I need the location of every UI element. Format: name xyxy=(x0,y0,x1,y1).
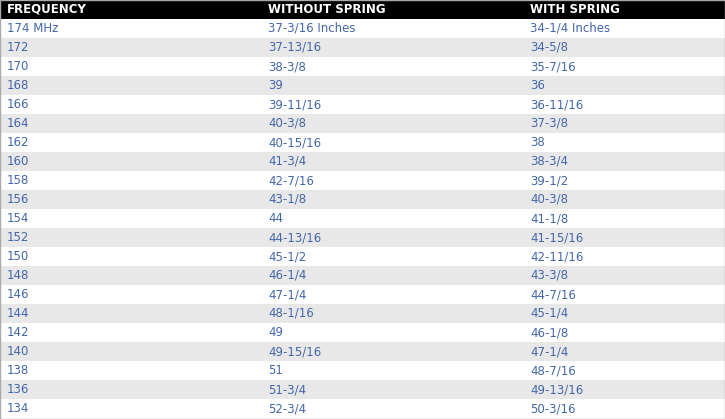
Text: 164: 164 xyxy=(7,117,30,130)
Text: 138: 138 xyxy=(7,364,29,377)
Bar xyxy=(0,57,725,76)
Bar xyxy=(0,399,725,418)
Text: 37-3/16 Inches: 37-3/16 Inches xyxy=(268,22,355,35)
Text: 168: 168 xyxy=(7,79,30,92)
Text: 37-13/16: 37-13/16 xyxy=(268,41,321,54)
Text: 154: 154 xyxy=(7,212,30,225)
Bar xyxy=(0,0,725,19)
Bar xyxy=(0,361,725,380)
Text: 39: 39 xyxy=(268,79,283,92)
Bar xyxy=(0,228,725,247)
Text: 42-7/16: 42-7/16 xyxy=(268,174,314,187)
Text: 140: 140 xyxy=(7,345,30,358)
Bar xyxy=(0,266,725,285)
Text: 43-3/8: 43-3/8 xyxy=(530,269,568,282)
Bar xyxy=(0,323,725,342)
Text: 40-3/8: 40-3/8 xyxy=(268,117,306,130)
Text: 144: 144 xyxy=(7,307,30,320)
Bar xyxy=(0,19,725,38)
Bar xyxy=(0,114,725,133)
Text: 146: 146 xyxy=(7,288,30,301)
Text: 40-3/8: 40-3/8 xyxy=(530,193,568,206)
Text: 148: 148 xyxy=(7,269,30,282)
Text: 46-1/4: 46-1/4 xyxy=(268,269,307,282)
Text: 152: 152 xyxy=(7,231,30,244)
Text: 170: 170 xyxy=(7,60,30,73)
Bar xyxy=(0,285,725,304)
Text: 174 MHz: 174 MHz xyxy=(7,22,59,35)
Text: 39-1/2: 39-1/2 xyxy=(530,174,568,187)
Text: 44: 44 xyxy=(268,212,283,225)
Text: 47-1/4: 47-1/4 xyxy=(268,288,307,301)
Text: 44-13/16: 44-13/16 xyxy=(268,231,321,244)
Text: 51-3/4: 51-3/4 xyxy=(268,383,306,396)
Bar xyxy=(0,380,725,399)
Text: 142: 142 xyxy=(7,326,30,339)
Bar xyxy=(0,190,725,209)
Text: 44-7/16: 44-7/16 xyxy=(530,288,576,301)
Text: 46-1/8: 46-1/8 xyxy=(530,326,568,339)
Bar xyxy=(0,247,725,266)
Bar xyxy=(0,38,725,57)
Text: 36: 36 xyxy=(530,79,545,92)
Text: 36-11/16: 36-11/16 xyxy=(530,98,583,111)
Text: 45-1/2: 45-1/2 xyxy=(268,250,306,263)
Text: 52-3/4: 52-3/4 xyxy=(268,402,306,415)
Text: 42-11/16: 42-11/16 xyxy=(530,250,584,263)
Text: 150: 150 xyxy=(7,250,29,263)
Text: 136: 136 xyxy=(7,383,30,396)
Text: 162: 162 xyxy=(7,136,30,149)
Text: 160: 160 xyxy=(7,155,30,168)
Bar xyxy=(0,95,725,114)
Bar xyxy=(0,209,725,228)
Text: 51: 51 xyxy=(268,364,283,377)
Bar xyxy=(0,171,725,190)
Text: 38: 38 xyxy=(530,136,544,149)
Text: 49-13/16: 49-13/16 xyxy=(530,383,583,396)
Text: 158: 158 xyxy=(7,174,29,187)
Text: 34-5/8: 34-5/8 xyxy=(530,41,568,54)
Text: 35-7/16: 35-7/16 xyxy=(530,60,576,73)
Text: 38-3/4: 38-3/4 xyxy=(530,155,568,168)
Text: 134: 134 xyxy=(7,402,30,415)
Text: 41-15/16: 41-15/16 xyxy=(530,231,583,244)
Text: 47-1/4: 47-1/4 xyxy=(530,345,568,358)
Text: 41-1/8: 41-1/8 xyxy=(530,212,568,225)
Text: FREQUENCY: FREQUENCY xyxy=(7,3,87,16)
Bar xyxy=(0,304,725,323)
Bar xyxy=(0,342,725,361)
Bar xyxy=(0,152,725,171)
Text: 39-11/16: 39-11/16 xyxy=(268,98,321,111)
Text: WITHOUT SPRING: WITHOUT SPRING xyxy=(268,3,386,16)
Text: 43-1/8: 43-1/8 xyxy=(268,193,306,206)
Bar xyxy=(0,76,725,95)
Text: 49-15/16: 49-15/16 xyxy=(268,345,321,358)
Text: 37-3/8: 37-3/8 xyxy=(530,117,568,130)
Text: 48-7/16: 48-7/16 xyxy=(530,364,576,377)
Text: 38-3/8: 38-3/8 xyxy=(268,60,306,73)
Text: 156: 156 xyxy=(7,193,30,206)
Text: 41-3/4: 41-3/4 xyxy=(268,155,306,168)
Bar xyxy=(0,133,725,152)
Text: 49: 49 xyxy=(268,326,283,339)
Text: 48-1/16: 48-1/16 xyxy=(268,307,314,320)
Text: 34-1/4 Inches: 34-1/4 Inches xyxy=(530,22,610,35)
Text: 45-1/4: 45-1/4 xyxy=(530,307,568,320)
Text: 172: 172 xyxy=(7,41,30,54)
Text: 50-3/16: 50-3/16 xyxy=(530,402,576,415)
Text: 166: 166 xyxy=(7,98,30,111)
Text: 40-15/16: 40-15/16 xyxy=(268,136,321,149)
Text: WITH SPRING: WITH SPRING xyxy=(530,3,620,16)
